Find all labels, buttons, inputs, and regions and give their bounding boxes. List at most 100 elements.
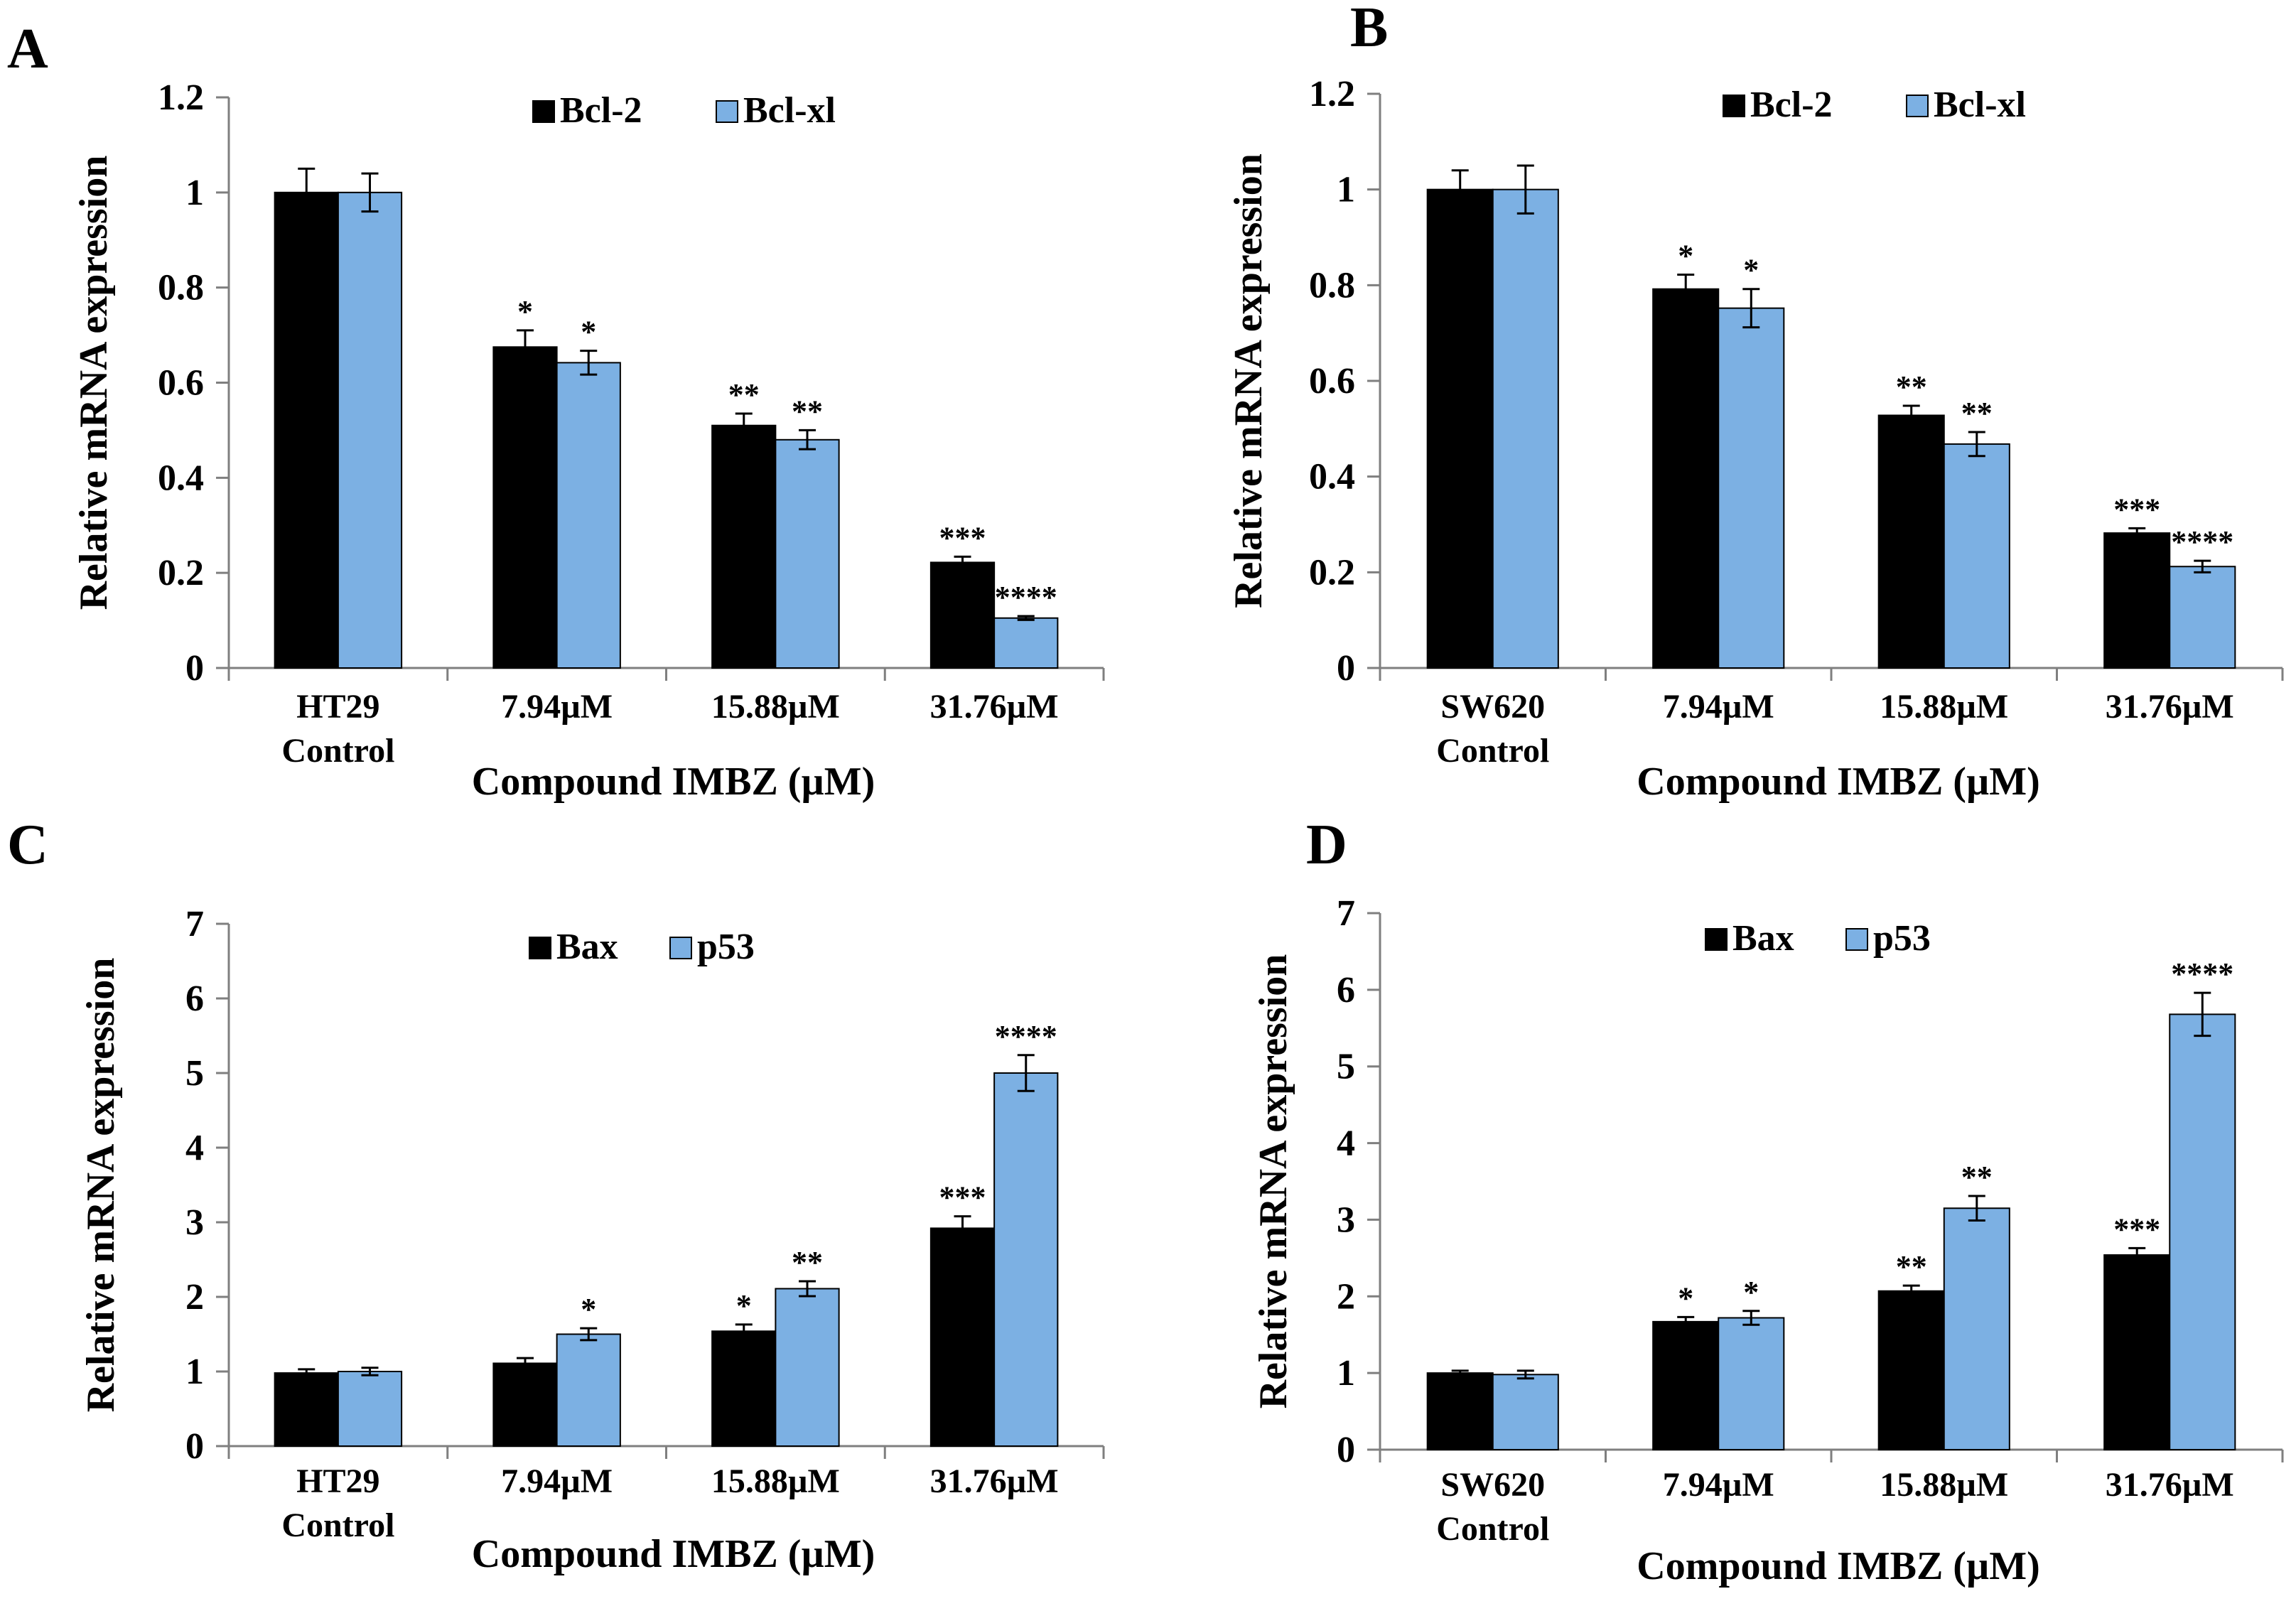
significance-label: * [581,315,596,350]
x-category-label: 31.76µM [2106,1466,2234,1504]
x-category-label: 7.94µM [1663,688,1774,726]
y-axis-title: Relative mRNA expression [1251,954,1295,1409]
legend-swatch [529,937,551,959]
y-tick-label: 2 [1337,1276,1355,1317]
x-axis-title: Compound IMBZ (µM) [472,1532,875,1576]
bar [492,346,558,669]
y-axis-title: Relative mRNA expression [72,156,116,610]
y-axis-title: Relative mRNA expression [1227,153,1271,608]
y-tick-label: 0.8 [158,268,204,308]
legend-swatch [1705,928,1728,951]
legend-label: Bcl-2 [560,90,642,131]
panel-letter: B [1350,0,1388,59]
significance-label: * [736,1288,752,1323]
x-category-label: 15.88µM [711,688,840,726]
bar [1943,1207,2010,1450]
bar [2103,532,2171,669]
bar [929,1227,996,1448]
y-tick-label: 0.4 [1309,457,1355,497]
x-category-label: Control [281,732,394,770]
bar [492,1362,558,1447]
bar [1718,1317,1785,1450]
x-category-label: 31.76µM [930,1462,1059,1500]
bar [1877,414,1945,669]
x-category-label: 7.94µM [1663,1466,1774,1504]
bar [337,1371,403,1447]
bar [274,1372,339,1447]
significance-label: **** [995,1019,1057,1054]
significance-label: ** [1961,396,1993,431]
y-tick-label: 5 [1337,1047,1355,1087]
y-tick-label: 1 [185,173,204,213]
significance-label: *** [2113,492,2160,527]
y-tick-label: 1 [1337,1353,1355,1394]
significance-label: ** [728,377,760,412]
y-tick-label: 0.8 [1309,265,1355,306]
legend-swatch [716,100,738,123]
bar [775,438,840,669]
bar [556,362,621,669]
chart-panel-c: C01234567HT29Control*7.94µM***15.88µM***… [7,814,1105,1576]
bar [1718,307,1785,669]
bar [711,1330,777,1448]
significance-label: * [1743,1275,1759,1310]
legend-swatch [532,100,555,123]
y-tick-label: 4 [1337,1123,1355,1164]
legend-label: p53 [1873,918,1931,959]
y-tick-label: 0.2 [1309,552,1355,593]
significance-label: * [1743,253,1759,288]
significance-label: *** [2113,1212,2160,1246]
legend-label: Bcl-2 [1750,85,1833,125]
bar [993,1072,1059,1447]
x-category-label: Control [1436,732,1549,770]
significance-label: * [1678,1281,1693,1315]
significance-label: * [517,294,533,329]
y-tick-label: 6 [185,979,204,1019]
x-category-label: SW620 [1440,688,1545,726]
x-axis-title: Compound IMBZ (µM) [472,760,875,804]
y-tick-label: 7 [185,904,204,944]
bar [775,1288,840,1447]
significance-label: * [581,1292,596,1327]
bar [2103,1254,2171,1450]
bar [1877,1290,1945,1450]
x-category-label: SW620 [1440,1466,1545,1504]
y-tick-label: 4 [185,1128,204,1168]
significance-label: ** [792,394,823,429]
legend-swatch [1723,95,1745,117]
x-category-label: HT29 [296,688,379,726]
x-axis-title: Compound IMBZ (µM) [1637,760,2039,804]
y-tick-label: 2 [185,1277,204,1317]
y-tick-label: 0.4 [158,458,204,498]
bar [556,1333,621,1447]
y-tick-label: 0.6 [158,363,204,404]
significance-label: * [1678,239,1693,274]
y-tick-label: 1 [185,1352,204,1392]
y-tick-label: 0.6 [1309,361,1355,402]
significance-label: **** [995,580,1057,615]
bar [1652,1320,1720,1450]
significance-label: ** [1896,370,1927,404]
y-tick-label: 0.2 [158,553,204,593]
x-category-label: 15.88µM [1880,688,2008,726]
legend-label: Bax [556,927,618,967]
bar [274,191,339,669]
significance-label: ** [1961,1160,1993,1195]
panel-letter: C [7,814,48,876]
significance-label: *** [939,520,986,555]
y-tick-label: 0 [1337,1430,1355,1470]
legend-label: Bcl-xl [1934,85,2026,125]
bar [993,617,1059,669]
x-category-label: 15.88µM [711,1462,840,1500]
bar [1652,288,1720,669]
bar [337,191,403,669]
legend-label: Bcl-xl [743,90,836,131]
legend-label: p53 [697,927,755,967]
legend-swatch [1906,95,1929,117]
y-tick-label: 3 [185,1202,204,1243]
y-tick-label: 0 [185,648,204,689]
significance-label: ** [1896,1249,1927,1284]
y-tick-label: 0 [185,1426,204,1467]
